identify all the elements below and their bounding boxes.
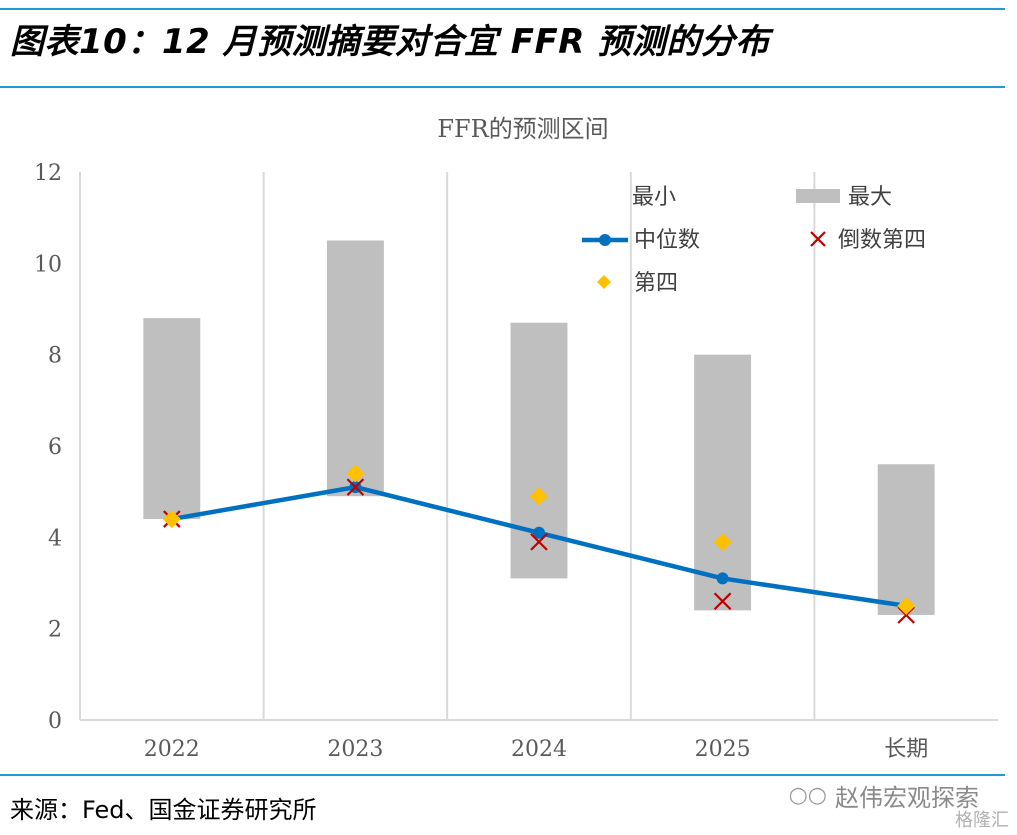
chart-title: FFR的预测区间 (437, 115, 608, 143)
y-tick-label: 2 (48, 618, 62, 643)
x-tick-label: 2025 (695, 737, 751, 762)
source-note: 来源：Fed、国金证券研究所 (10, 796, 317, 824)
legend-label: 最小 (632, 185, 676, 210)
legend-swatch-max (796, 189, 840, 203)
wechat-icon: ○○ (788, 783, 827, 808)
y-tick-label: 6 (48, 435, 62, 460)
ffr-chart: FFR的预测区间 0246810122022 2023 2024 2025 长期 最小最… (34, 115, 998, 762)
range-bar (326, 240, 384, 497)
fourth-marker (897, 596, 916, 615)
range-bar (877, 464, 935, 615)
legend-swatch-median-point (599, 234, 611, 246)
title-rule (0, 86, 1005, 88)
fourth-marker (713, 532, 732, 551)
range-bar (143, 318, 201, 520)
x-tick-label: 2023 (327, 737, 383, 762)
y-tick-label: 10 (34, 252, 62, 277)
fourth-from-end-marker (897, 606, 915, 624)
page-title: 图表10：12 月预测摘要对合宜 FFR 预测的分布 (10, 22, 770, 62)
y-tick-label: 12 (34, 161, 62, 186)
fourth-marker (346, 464, 365, 483)
top-rule (0, 8, 1005, 10)
range-bar (510, 322, 568, 579)
fourth-marker (530, 487, 548, 506)
y-tick-label: 4 (48, 526, 62, 551)
watermark-text: 赵伟宏观探索 (835, 784, 979, 812)
y-tick-label: 8 (48, 344, 62, 369)
bottom-rule (0, 774, 1005, 776)
legend-swatch-fourth (597, 275, 611, 289)
legend-label: 最大 (848, 185, 892, 210)
median-point (716, 572, 729, 585)
legend-swatch-fourth-from-end (810, 231, 826, 247)
x-tick-label: 2024 (511, 737, 567, 762)
y-tick-label: 0 (48, 709, 62, 734)
plot-area: 0 2 4 6 8 10 12 2022 2023 2024 2025 长期 (34, 161, 998, 762)
legend-label: 倒数第四 (838, 228, 926, 253)
legend-label: 中位数 (634, 228, 700, 253)
median-point (533, 526, 545, 539)
watermark: ○○ 赵伟宏观探索 (789, 778, 979, 813)
fourth-from-end-marker (530, 533, 548, 551)
watermark-logo: 格隆汇 (955, 810, 1009, 831)
range-bar (694, 354, 752, 611)
x-tick-label: 长期 (884, 737, 928, 762)
fourth-from-end-marker (346, 478, 365, 496)
x-tick-label: 2022 (144, 737, 200, 762)
legend-label: 第四 (634, 271, 678, 296)
fourth-from-end-marker (713, 592, 732, 611)
